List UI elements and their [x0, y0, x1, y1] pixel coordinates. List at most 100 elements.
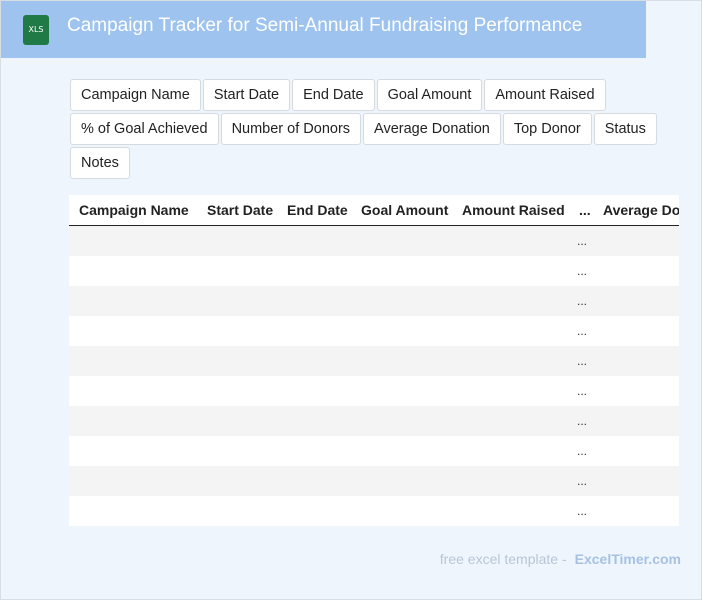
tag[interactable]: Average Donation [363, 113, 501, 145]
table-cell: ... [577, 444, 588, 458]
table-cell [351, 346, 452, 376]
table-cell: ... [577, 504, 588, 518]
table-cell: ... [569, 286, 593, 316]
table-cell [593, 316, 679, 346]
table-cell [452, 466, 569, 496]
table-cell [69, 436, 197, 466]
table-cell [197, 406, 277, 436]
table-row: ... [69, 376, 679, 406]
table-cell [452, 346, 569, 376]
table-row: ... [69, 496, 679, 526]
table-container: Campaign Name Start Date End Date Goal Amou… [69, 195, 679, 526]
table-cell [69, 225, 197, 256]
tag[interactable]: Goal Amount [376, 79, 483, 111]
table-cell [593, 256, 679, 286]
table-cell [452, 316, 569, 346]
tag[interactable]: Amount Raised [484, 79, 606, 111]
table-cell [197, 316, 277, 346]
table-cell [277, 225, 351, 256]
footer-text: free excel template - [439, 551, 567, 567]
table-cell [197, 286, 277, 316]
table-cell: ... [569, 346, 593, 376]
table-row: ... [69, 256, 679, 286]
table-cell [351, 286, 452, 316]
tag-list: Campaign Name Start Date End Date Goal Amou… [70, 79, 675, 179]
table-cell [593, 346, 679, 376]
table-cell [69, 256, 197, 286]
tag[interactable]: End Date [292, 79, 375, 111]
table-row: ... [69, 406, 679, 436]
table-row: ... [69, 346, 679, 376]
table-cell [351, 256, 452, 286]
table-cell [452, 225, 569, 256]
table-cell [351, 436, 452, 466]
table-cell [277, 436, 351, 466]
table-cell: ... [577, 264, 588, 278]
table-cell: ... [569, 466, 593, 496]
table-cell [277, 316, 351, 346]
title: Campaign Tracker for Semi-Annual Fundrai… [67, 15, 583, 36]
table-row: ... [69, 466, 679, 496]
header: XLS Campaign Tracker for Semi-Annual Fun… [1, 1, 646, 58]
table-cell [452, 436, 569, 466]
table-cell [277, 256, 351, 286]
table-cell [69, 406, 197, 436]
tag[interactable]: Status [593, 113, 657, 145]
tag[interactable]: Top Donor [502, 113, 592, 145]
table-cell [277, 346, 351, 376]
tag[interactable]: % of Goal Achieved [70, 113, 219, 145]
table-body: .............................. [69, 225, 679, 527]
table-cell [593, 406, 679, 436]
table-row: ... [69, 286, 679, 316]
table-cell [197, 225, 277, 256]
table-cell [69, 316, 197, 346]
table-cell [277, 286, 351, 316]
table-cell [351, 376, 452, 406]
table-cell [593, 436, 679, 466]
table-cell [197, 376, 277, 406]
header-row: Campaign Name Start Date End Date Goal Amou… [69, 195, 679, 226]
table-cell [277, 496, 351, 526]
table-row: ... [69, 436, 679, 466]
table-cell [351, 316, 452, 346]
column-header: End Date [277, 195, 351, 226]
column-header: Amount Raised [452, 195, 569, 226]
table-cell [351, 406, 452, 436]
table-cell [452, 496, 569, 526]
tag[interactable]: Start Date [202, 79, 291, 111]
table-cell [593, 376, 679, 406]
tag[interactable]: Number of Donors [220, 113, 362, 145]
footer-brand[interactable]: ExcelTimer.com [574, 551, 681, 567]
table-cell [593, 466, 679, 496]
column-header: ... [569, 195, 593, 226]
table-cell [197, 496, 277, 526]
table-cell [69, 346, 197, 376]
table-cell [452, 286, 569, 316]
table-cell [452, 256, 569, 286]
table-row: ... [69, 316, 679, 346]
table-cell [69, 466, 197, 496]
table-cell [69, 496, 197, 526]
file-icon: XLS [23, 15, 49, 45]
table-cell: ... [577, 384, 588, 398]
column-header: Average Donation [593, 195, 679, 226]
table-cell [277, 466, 351, 496]
table-cell [593, 286, 679, 316]
column-header: Start Date [197, 195, 277, 226]
table-cell [277, 376, 351, 406]
table-cell [452, 376, 569, 406]
tag[interactable]: Campaign Name [70, 79, 201, 111]
table-cell [351, 496, 452, 526]
table-cell [197, 346, 277, 376]
table-cell [69, 376, 197, 406]
table-row: ... [69, 225, 679, 256]
table-cell: ... [577, 324, 588, 338]
table-cell [351, 466, 452, 496]
tag[interactable]: Notes [70, 147, 130, 179]
table-cell: ... [569, 225, 593, 256]
table-cell [197, 256, 277, 286]
column-header: Goal Amount [351, 195, 452, 226]
table-cell [593, 225, 679, 256]
table: Campaign Name Start Date End Date Goal Amou… [69, 195, 679, 526]
